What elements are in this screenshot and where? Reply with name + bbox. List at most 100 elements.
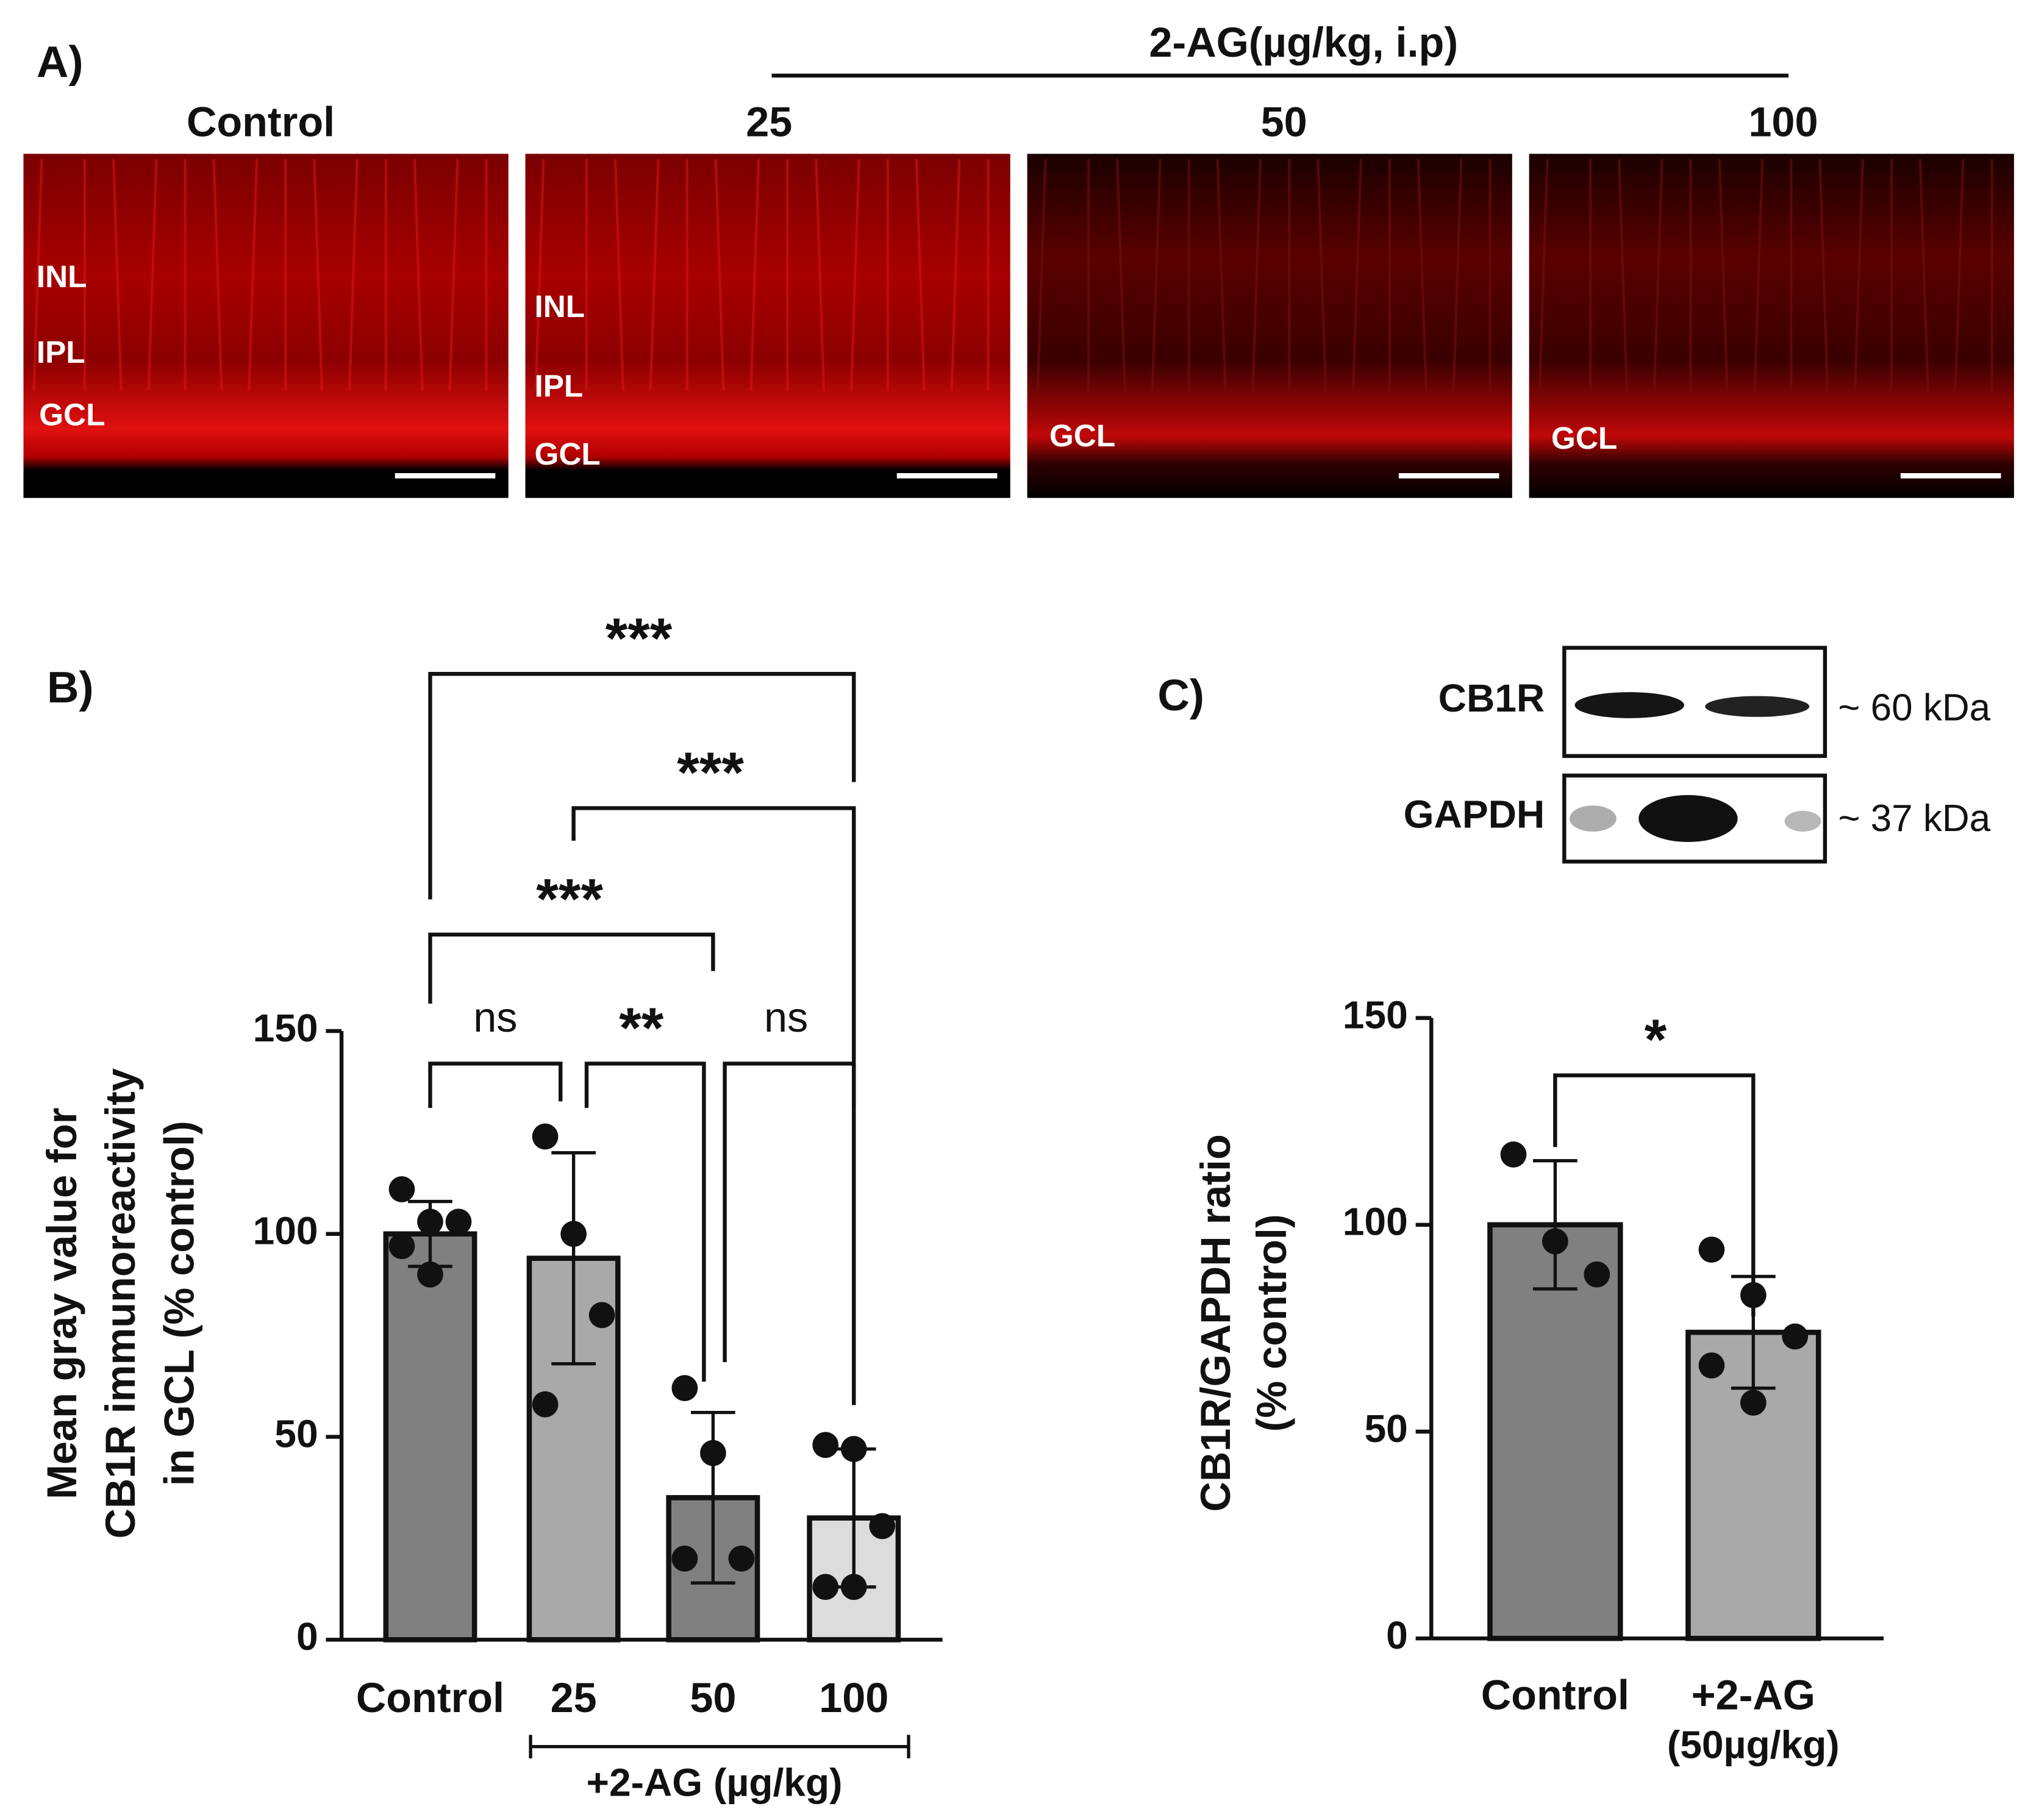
group-label: +2-AG (µg/kg) bbox=[587, 1761, 843, 1805]
micrograph bbox=[1027, 154, 1512, 498]
data-point bbox=[728, 1545, 755, 1572]
blot-band bbox=[1574, 692, 1684, 718]
micrograph bbox=[1529, 154, 2014, 498]
fiber bbox=[248, 159, 259, 391]
fiber bbox=[613, 159, 624, 391]
column-label: 100 bbox=[1748, 99, 1818, 145]
fiber bbox=[1036, 159, 1047, 391]
x-tick-label: Control bbox=[356, 1675, 504, 1721]
significance-label: *** bbox=[606, 606, 673, 670]
data-point bbox=[812, 1432, 839, 1458]
data-point bbox=[388, 1176, 415, 1202]
fiber bbox=[1216, 159, 1227, 391]
fiber bbox=[1317, 159, 1328, 391]
group-line bbox=[529, 1735, 910, 1758]
x-tick-note: (50µg/kg) bbox=[1667, 1723, 1840, 1767]
data-point bbox=[1542, 1228, 1568, 1255]
layer-label: GCL bbox=[1049, 418, 1115, 453]
fiber bbox=[313, 159, 324, 391]
fiber bbox=[1452, 159, 1463, 391]
error-bar bbox=[551, 1151, 596, 1366]
fiber bbox=[1151, 159, 1162, 391]
data-point bbox=[699, 1440, 726, 1466]
data-point bbox=[532, 1391, 559, 1418]
fiber bbox=[1417, 159, 1428, 391]
significance-label: ** bbox=[619, 996, 664, 1060]
blot-band bbox=[1784, 810, 1821, 832]
y-axis-label: (% control) bbox=[1249, 1214, 1295, 1432]
fiber bbox=[1818, 159, 1829, 391]
fiber bbox=[1351, 159, 1362, 391]
data-point bbox=[1782, 1323, 1809, 1350]
fiber bbox=[915, 159, 926, 391]
data-point bbox=[812, 1574, 839, 1601]
data-point bbox=[1698, 1352, 1725, 1379]
blot-size-label: ~ 37 kDa bbox=[1838, 798, 1990, 840]
y-axis-label: CB1R immunoreactivity bbox=[98, 1068, 144, 1538]
data-point bbox=[1740, 1390, 1767, 1416]
significance-bracket bbox=[1553, 1073, 1756, 1317]
blot-band bbox=[1705, 696, 1810, 717]
bar bbox=[1487, 1222, 1623, 1641]
y-tick-label: 100 bbox=[1343, 1200, 1408, 1244]
data-point bbox=[417, 1208, 443, 1235]
micrograph bbox=[23, 154, 509, 498]
y-tick-label: 150 bbox=[1343, 993, 1408, 1037]
x-tick-label: 25 bbox=[551, 1675, 597, 1721]
layer-label: INL bbox=[37, 259, 87, 294]
layer-label: IPL bbox=[534, 369, 583, 404]
fiber bbox=[749, 159, 760, 391]
significance-label: * bbox=[1645, 1007, 1667, 1071]
y-tick-label: 100 bbox=[253, 1209, 318, 1253]
significance-label: *** bbox=[677, 740, 744, 804]
y-axis-label: Mean gray value for bbox=[39, 1108, 85, 1499]
column-label: Control bbox=[187, 99, 335, 145]
data-point bbox=[840, 1436, 867, 1462]
bar bbox=[1685, 1329, 1821, 1641]
micrograph bbox=[525, 154, 1010, 498]
y-tick-label: 50 bbox=[274, 1411, 318, 1455]
panel-label: A) bbox=[37, 37, 84, 87]
fiber bbox=[1617, 159, 1629, 391]
layer-label: GCL bbox=[39, 398, 105, 432]
column-label: 50 bbox=[1261, 99, 1307, 145]
fiber bbox=[1954, 159, 1965, 391]
y-tick-label: 0 bbox=[296, 1615, 318, 1658]
fiber bbox=[448, 159, 459, 391]
x-tick-label: 100 bbox=[819, 1675, 888, 1721]
y-axis-label: CB1R/GAPDH ratio bbox=[1193, 1134, 1239, 1511]
fiber bbox=[1753, 159, 1764, 391]
blot-band-label: GAPDH bbox=[1404, 792, 1545, 836]
panel-label: C) bbox=[1157, 671, 1204, 720]
fiber bbox=[950, 159, 961, 391]
fiber bbox=[348, 159, 359, 391]
y-tick-label: 50 bbox=[1364, 1407, 1407, 1451]
fiber bbox=[1853, 159, 1864, 391]
data-point bbox=[1500, 1141, 1527, 1168]
layer-label: GCL bbox=[534, 437, 600, 471]
fiber bbox=[849, 159, 860, 391]
bar bbox=[383, 1231, 477, 1643]
blot-size-label: ~ 60 kDa bbox=[1838, 687, 1990, 729]
fiber bbox=[1115, 159, 1127, 391]
data-point bbox=[417, 1261, 443, 1288]
data-point bbox=[671, 1545, 698, 1572]
significance-bracket bbox=[428, 1062, 563, 1108]
x-tick-label: Control bbox=[1481, 1672, 1629, 1719]
data-point bbox=[532, 1123, 559, 1150]
panel-label: B) bbox=[47, 663, 94, 712]
y-axis-label: in GCL (% control) bbox=[156, 1121, 202, 1486]
significance-label: ns bbox=[764, 994, 808, 1041]
fiber bbox=[1251, 159, 1262, 391]
significance-bracket bbox=[571, 806, 856, 1405]
fiber bbox=[534, 159, 545, 391]
layer-label: IPL bbox=[37, 335, 85, 369]
fiber bbox=[1718, 159, 1729, 391]
error-bar bbox=[1533, 1158, 1578, 1291]
data-point bbox=[388, 1233, 415, 1260]
significance-bracket bbox=[723, 1062, 856, 1362]
column-label: 25 bbox=[746, 99, 792, 145]
x-tick-label: 50 bbox=[690, 1675, 736, 1721]
fiber bbox=[112, 159, 123, 391]
